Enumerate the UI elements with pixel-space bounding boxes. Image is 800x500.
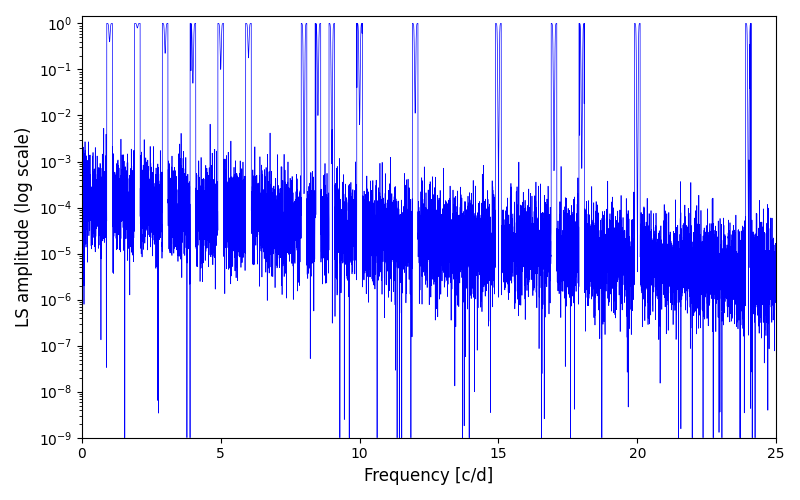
X-axis label: Frequency [c/d]: Frequency [c/d]: [364, 467, 494, 485]
Y-axis label: LS amplitude (log scale): LS amplitude (log scale): [15, 127, 33, 328]
